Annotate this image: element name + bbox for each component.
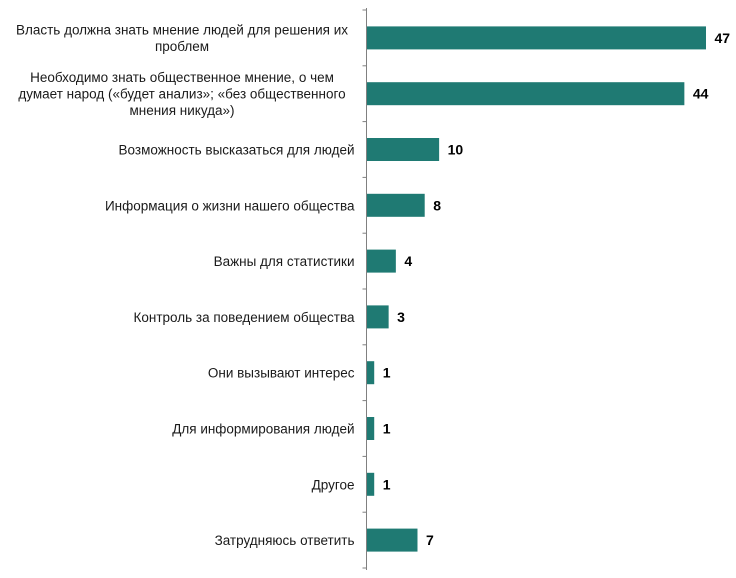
- bar: [367, 472, 375, 496]
- category-label-line: Контроль за поведением общества: [134, 310, 355, 325]
- data-label: 1: [383, 365, 391, 381]
- category-label: Они вызывают интерес: [208, 366, 355, 381]
- data-label: 1: [383, 476, 391, 492]
- axis-ticks: [362, 9, 367, 569]
- value-labels: 47 44 10 8 4 3 1 1 1 7: [383, 30, 731, 548]
- category-label-line: Информация о жизни нашего общества: [105, 198, 355, 213]
- category-label-line: Власть должна знать мнение людей для реш…: [16, 23, 348, 38]
- category-label-line: Важны для статистики: [214, 254, 355, 269]
- data-label: 8: [433, 197, 441, 213]
- category-label-line: Для информирования людей: [172, 422, 354, 437]
- category-label-line: Возможность высказаться для людей: [119, 143, 355, 158]
- category-label: Власть должна знать мнение людей для реш…: [16, 23, 348, 55]
- data-label: 1: [383, 421, 391, 437]
- category-label: Затрудняюсь ответить: [215, 533, 355, 548]
- bar: [367, 26, 706, 50]
- bar: [367, 417, 375, 440]
- category-label: Контроль за поведением общества: [134, 310, 355, 325]
- data-label: 3: [397, 309, 405, 325]
- bar: [367, 193, 425, 217]
- bar: [367, 528, 418, 552]
- bar: [367, 249, 396, 273]
- bar: [367, 138, 440, 161]
- category-label: Информация о жизни нашего общества: [105, 198, 355, 213]
- bars: [367, 26, 706, 552]
- category-label-line: мнения никуда»): [129, 103, 234, 118]
- data-label: 7: [426, 532, 434, 548]
- category-label: Возможность высказаться для людей: [119, 143, 355, 158]
- data-label: 10: [448, 142, 464, 158]
- data-label: 47: [715, 30, 731, 46]
- bar: [367, 82, 685, 106]
- category-label-line: Необходимо знать общественное мнение, о …: [30, 70, 334, 85]
- data-label: 44: [693, 86, 709, 102]
- category-label: Необходимо знать общественное мнение, о …: [18, 70, 345, 118]
- category-label-line: Другое: [312, 477, 355, 492]
- category-label-line: думает народ («будет анализ»; «без общес…: [18, 87, 345, 102]
- category-label-line: Они вызывают интерес: [208, 366, 355, 381]
- category-label: Для информирования людей: [172, 422, 354, 437]
- bar: [367, 305, 389, 329]
- category-label: Важны для статистики: [214, 254, 355, 269]
- category-label-line: Затрудняюсь ответить: [215, 533, 355, 548]
- bar: [367, 361, 375, 385]
- category-label-line: проблем: [155, 39, 209, 54]
- data-label: 4: [404, 253, 412, 269]
- category-labels: Власть должна знать мнение людей для реш…: [16, 23, 355, 548]
- category-label: Другое: [312, 477, 355, 492]
